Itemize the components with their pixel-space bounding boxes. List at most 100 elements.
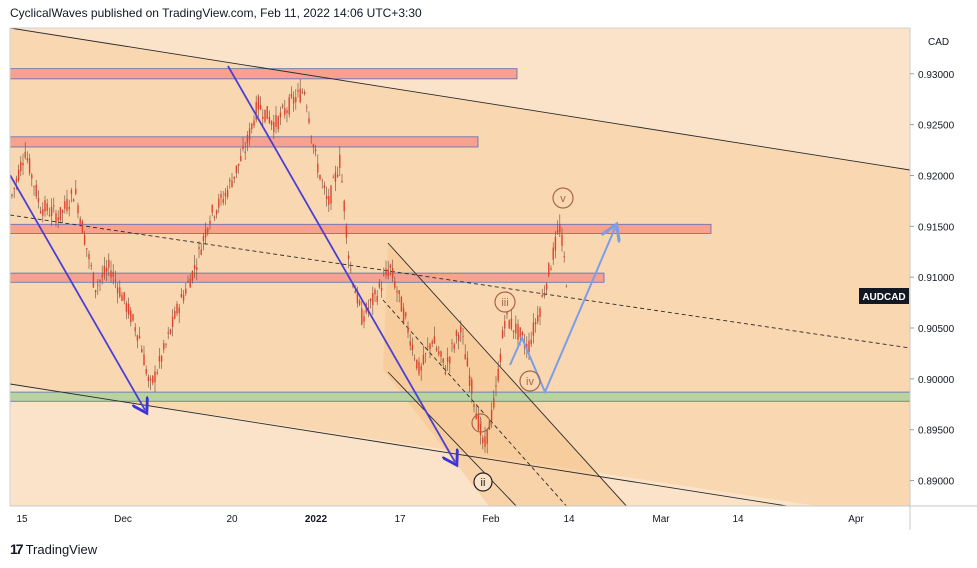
candle-body <box>275 115 277 127</box>
candle-body <box>39 211 42 213</box>
candle-body <box>343 200 345 212</box>
candle-body <box>235 165 238 174</box>
candle-body <box>429 343 431 350</box>
candle-body <box>273 122 275 132</box>
candle-body <box>163 343 165 350</box>
candle-body <box>220 194 222 199</box>
candle-body <box>169 329 172 334</box>
candle-body <box>537 315 539 322</box>
svg-text:iv: iv <box>526 376 534 388</box>
candle-body <box>312 144 315 148</box>
price-tick-label: 0.89000 <box>918 477 955 488</box>
candle-body <box>185 288 187 294</box>
candle-body <box>545 283 548 290</box>
candle-body <box>332 177 334 179</box>
time-tick-label: 20 <box>226 514 238 525</box>
candle-body <box>387 269 389 277</box>
candle-body <box>561 234 563 246</box>
candle-body <box>90 265 92 267</box>
candle-body <box>506 312 508 315</box>
candle-body <box>321 180 323 182</box>
svg-text:ii: ii <box>481 477 486 489</box>
zone-resistance-1 <box>10 136 479 148</box>
candle-body <box>105 267 108 272</box>
candle-body <box>86 248 88 250</box>
price-tick-label: 0.90000 <box>918 375 955 386</box>
candle-body <box>244 151 246 153</box>
candle-body <box>565 286 568 288</box>
candle-body <box>77 205 79 214</box>
candle-body <box>530 339 532 345</box>
candle-body <box>510 318 513 330</box>
candle-body <box>328 196 330 205</box>
candle-body <box>475 413 477 420</box>
candle-body <box>358 300 361 305</box>
candle-body <box>262 116 264 119</box>
candle-body <box>356 290 359 304</box>
candle-body <box>385 268 387 276</box>
candle-body <box>310 136 312 138</box>
candle-body <box>158 355 161 362</box>
candle-body <box>554 237 557 251</box>
candle-body <box>136 335 139 341</box>
candle-body <box>248 128 251 140</box>
wave-line-2 <box>227 65 455 462</box>
candle-body <box>493 397 495 408</box>
candle-body <box>292 96 295 104</box>
candle-body <box>279 112 282 118</box>
candle-body <box>141 349 143 353</box>
candle-body <box>81 221 84 234</box>
candle-body <box>457 334 460 341</box>
candle-body <box>413 358 416 360</box>
price-axis[interactable]: 0.93000 0.92500 0.92000 0.91500 0.91000 0.905… <box>910 70 955 488</box>
symbol-badge-bg <box>859 288 909 304</box>
candle-body <box>297 90 299 92</box>
candle-body <box>319 174 321 180</box>
candle-body <box>99 280 101 282</box>
candle-body <box>237 163 240 166</box>
candle-body <box>213 216 216 218</box>
candle-body <box>57 217 59 221</box>
candle-body <box>400 296 403 312</box>
candle-body <box>550 268 552 270</box>
candle-body <box>229 179 231 182</box>
candle-body <box>380 287 383 291</box>
candle-body <box>367 307 370 310</box>
time-axis[interactable]: 15 Dec 20 2022 17 Feb 14 Mar 14 Apr <box>16 514 864 525</box>
candle-body <box>497 368 499 381</box>
time-tick-label: 15 <box>16 514 28 525</box>
price-tick-label: 0.93000 <box>918 70 955 81</box>
price-tick-label: 0.91000 <box>918 273 955 284</box>
candle-body <box>209 220 211 225</box>
candle-body <box>411 344 414 351</box>
candle-body <box>339 154 341 168</box>
candle-body <box>286 110 288 113</box>
candle-body <box>376 295 378 302</box>
candle-body <box>53 205 55 207</box>
candle-body <box>171 316 174 327</box>
candle-body <box>466 357 469 367</box>
projection-path <box>509 228 615 395</box>
candle-body <box>317 163 319 173</box>
candle-body <box>347 255 350 260</box>
candle-body <box>145 369 147 374</box>
candle-body <box>484 436 486 447</box>
candle-body <box>486 428 488 444</box>
candle-body <box>519 327 521 337</box>
candle-body <box>325 195 328 200</box>
candle-body <box>528 340 530 353</box>
candle-body <box>191 271 194 281</box>
candle-body <box>226 189 229 198</box>
candle-body <box>26 158 29 161</box>
candle-body <box>189 278 191 288</box>
candle-body <box>15 178 18 182</box>
candle-body <box>46 203 48 211</box>
tradingview-logo[interactable]: 17 TradingView <box>10 541 97 557</box>
candle-body <box>259 104 262 110</box>
candle-body <box>334 172 337 182</box>
candle-body <box>409 341 411 346</box>
candle-body <box>264 109 266 122</box>
time-tick-label: 17 <box>394 514 406 525</box>
candle-body <box>473 404 475 408</box>
